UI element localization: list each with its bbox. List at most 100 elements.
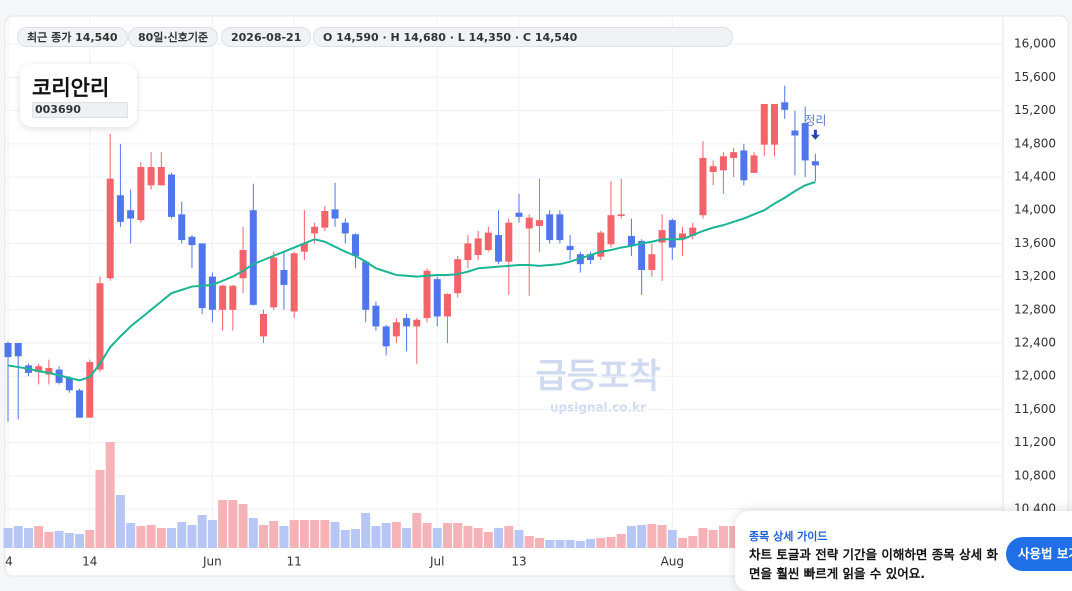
volume-bar [259, 525, 268, 548]
volume-bar [637, 525, 647, 548]
candle-body [556, 214, 564, 241]
guide-popup: 종목 상세 가이드 차트 토글과 전략 기간을 이해하면 종목 상세 화면을 훨… [735, 511, 1072, 591]
volume-bar [350, 529, 360, 548]
y-tick-label: 11,200 [1014, 435, 1056, 449]
stock-code: 003690 [32, 102, 128, 118]
candle-body [535, 220, 543, 226]
candle-body [719, 156, 727, 171]
volume-bar [667, 530, 677, 548]
candle-body [331, 209, 339, 219]
volume-bar [586, 539, 596, 548]
candle-body [86, 362, 94, 418]
candle-body [617, 214, 625, 217]
volume-bar [44, 532, 54, 548]
candle-body [679, 233, 687, 240]
volume-bar [534, 538, 544, 548]
candle-body [157, 167, 165, 186]
volume-bar [34, 526, 44, 548]
candle-body [14, 343, 22, 357]
y-tick-label: 12,000 [1014, 369, 1056, 383]
volume-bar [657, 525, 667, 548]
volume-bar [126, 523, 136, 548]
y-tick-label: 15,200 [1014, 103, 1056, 117]
y-tick-label: 13,200 [1014, 269, 1056, 283]
guide-title: 종목 상세 가이드 [749, 530, 828, 543]
candle-body [423, 270, 431, 319]
volume-bar [85, 530, 95, 548]
y-tick-label: 12,800 [1014, 302, 1056, 316]
candle-body [474, 238, 482, 256]
y-tick-label: 11,600 [1014, 402, 1056, 416]
candle-body [597, 232, 605, 257]
candle-body [689, 227, 697, 236]
candle-body [382, 326, 390, 347]
volume-bar [218, 500, 228, 548]
volume-bar [136, 526, 146, 548]
volume-bar [167, 528, 177, 548]
candle-body [525, 217, 533, 229]
candle-body [771, 103, 778, 145]
ma-line [7, 181, 816, 382]
volume-bar [320, 520, 330, 548]
volume-bar [279, 526, 289, 548]
candle-body [484, 232, 492, 251]
volume-bar [453, 523, 463, 548]
candle-body [239, 250, 247, 279]
candle-body [351, 234, 359, 256]
candle-body [65, 377, 73, 391]
candle-body [699, 157, 707, 216]
candle-body [45, 367, 53, 375]
volume-bar [177, 522, 187, 548]
y-tick-label: 10,800 [1014, 468, 1056, 482]
volume-bar [248, 518, 258, 548]
candle-body [116, 195, 124, 222]
candle-body [801, 123, 809, 161]
volume-bar [555, 540, 565, 548]
candle-body [658, 230, 666, 243]
candle-body [648, 254, 656, 270]
chart: 급등포착 upsignal.co.kr 10,40010,80011,20011… [3, 15, 1069, 577]
candle-body [515, 212, 523, 217]
volume-bar [197, 515, 207, 548]
volume-bar [504, 526, 514, 548]
x-tick-label: Aug [661, 555, 684, 569]
candle-body [137, 167, 145, 221]
annotation-arrow [810, 129, 820, 140]
candle-body [362, 261, 370, 310]
volume-bar [565, 540, 575, 548]
candle-body [781, 102, 789, 110]
candle-body [740, 150, 748, 181]
candle-body [433, 279, 441, 317]
candle-body [791, 130, 799, 136]
candle-body [321, 211, 329, 228]
y-tick-label: 16,000 [1014, 37, 1056, 51]
volume-bar [494, 528, 504, 548]
volume-bar [626, 526, 636, 548]
guide-button[interactable]: 사용법 보기 [1006, 537, 1072, 571]
volume-bar [698, 528, 708, 548]
volume-bar [402, 528, 412, 548]
chip: O 14,590 · H 14,680 · L 14,350 · C 14,54… [313, 27, 733, 47]
grid [5, 16, 1003, 548]
page: 급등포착 upsignal.co.kr 10,400 10,800 11,200 11… [3, 15, 1072, 581]
x-tick-label: Jun [202, 555, 222, 569]
candle-body [495, 235, 503, 262]
chip: 최근 종가 14,540 [17, 27, 128, 47]
volume-bar [330, 522, 340, 548]
volume-bar [3, 528, 13, 548]
volume-bar [299, 520, 309, 548]
chart-frame [4, 15, 1069, 577]
candle-body [96, 283, 104, 370]
candle-body [280, 269, 288, 285]
volume-bar [473, 528, 483, 548]
candle-body [413, 319, 421, 327]
candle-body [188, 236, 196, 246]
candle-body [290, 253, 298, 312]
candle-body [443, 294, 451, 317]
volume-bar [432, 528, 442, 548]
candle-body [341, 222, 349, 234]
candle-body [760, 103, 768, 145]
volume-bar [545, 540, 555, 548]
y-tick-label: 13,600 [1014, 236, 1056, 250]
volume-bar [514, 530, 524, 548]
